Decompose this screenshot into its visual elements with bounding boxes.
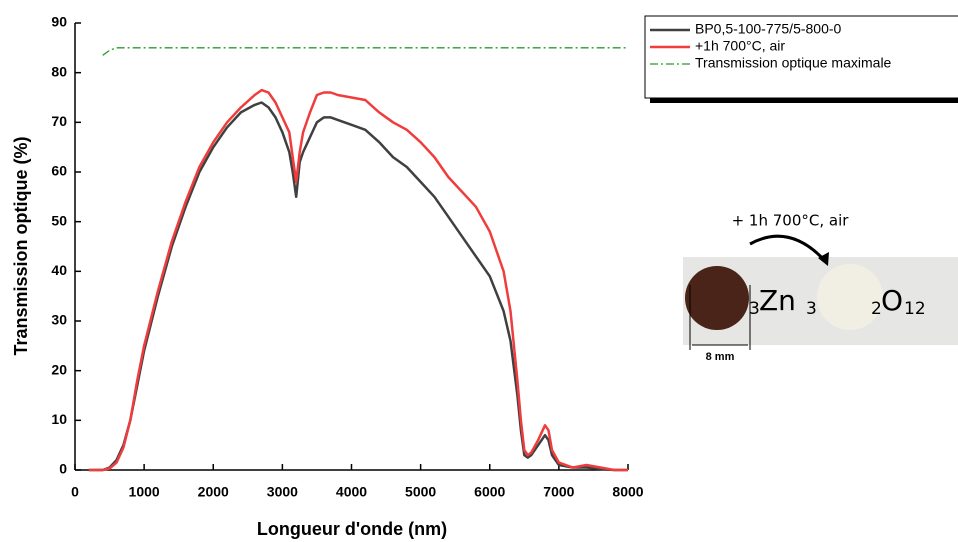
legend-label: +1h 700°C, air — [695, 38, 785, 54]
x-tick-label: 0 — [71, 484, 79, 500]
formula-part: 2 — [871, 299, 882, 319]
x-tick-label: 6000 — [474, 484, 505, 500]
legend-shadow — [650, 98, 958, 103]
x-tick-label: 5000 — [405, 484, 436, 500]
x-tick-label: 8000 — [612, 484, 643, 500]
series-line — [102, 47, 628, 56]
y-tick-label: 30 — [51, 312, 67, 328]
y-tick-label: 20 — [51, 361, 67, 377]
legend-label: BP0,5-100-775/5-800-0 — [695, 21, 842, 37]
y-tick-label: 90 — [51, 14, 67, 30]
legend-box — [644, 15, 958, 99]
x-tick-label: 3000 — [267, 484, 298, 500]
formula-part: 12 — [904, 299, 926, 319]
x-tick-label: 2000 — [198, 484, 229, 500]
y-tick-label: 60 — [51, 163, 67, 179]
x-tick-label: 7000 — [543, 484, 574, 500]
series-line — [88, 101, 628, 472]
annotation: + 1h 700°C, air — [732, 212, 850, 230]
legend-label: Transmission optique maximale — [695, 55, 892, 71]
formula-part: 3 — [749, 299, 760, 319]
y-tick-label: 70 — [51, 113, 67, 129]
y-tick-label: 80 — [51, 63, 67, 79]
y-axis-title: Transmission optique (%) — [11, 136, 31, 355]
y-tick-label: 10 — [51, 411, 67, 427]
x-tick-label: 1000 — [129, 484, 160, 500]
y-tick-label: 0 — [59, 461, 67, 477]
series-line — [88, 88, 628, 472]
inset-photo — [683, 234, 958, 350]
annotation: 8 mm — [706, 351, 735, 363]
x-axis-title: Longueur d'onde (nm) — [257, 519, 447, 539]
x-tick-label: 4000 — [336, 484, 367, 500]
formula-part: Zn — [759, 284, 796, 317]
y-tick-label: 40 — [51, 262, 67, 278]
formula-part: 3 — [806, 299, 817, 319]
y-tick-label: 50 — [51, 212, 67, 228]
formula-part: O — [881, 284, 903, 317]
